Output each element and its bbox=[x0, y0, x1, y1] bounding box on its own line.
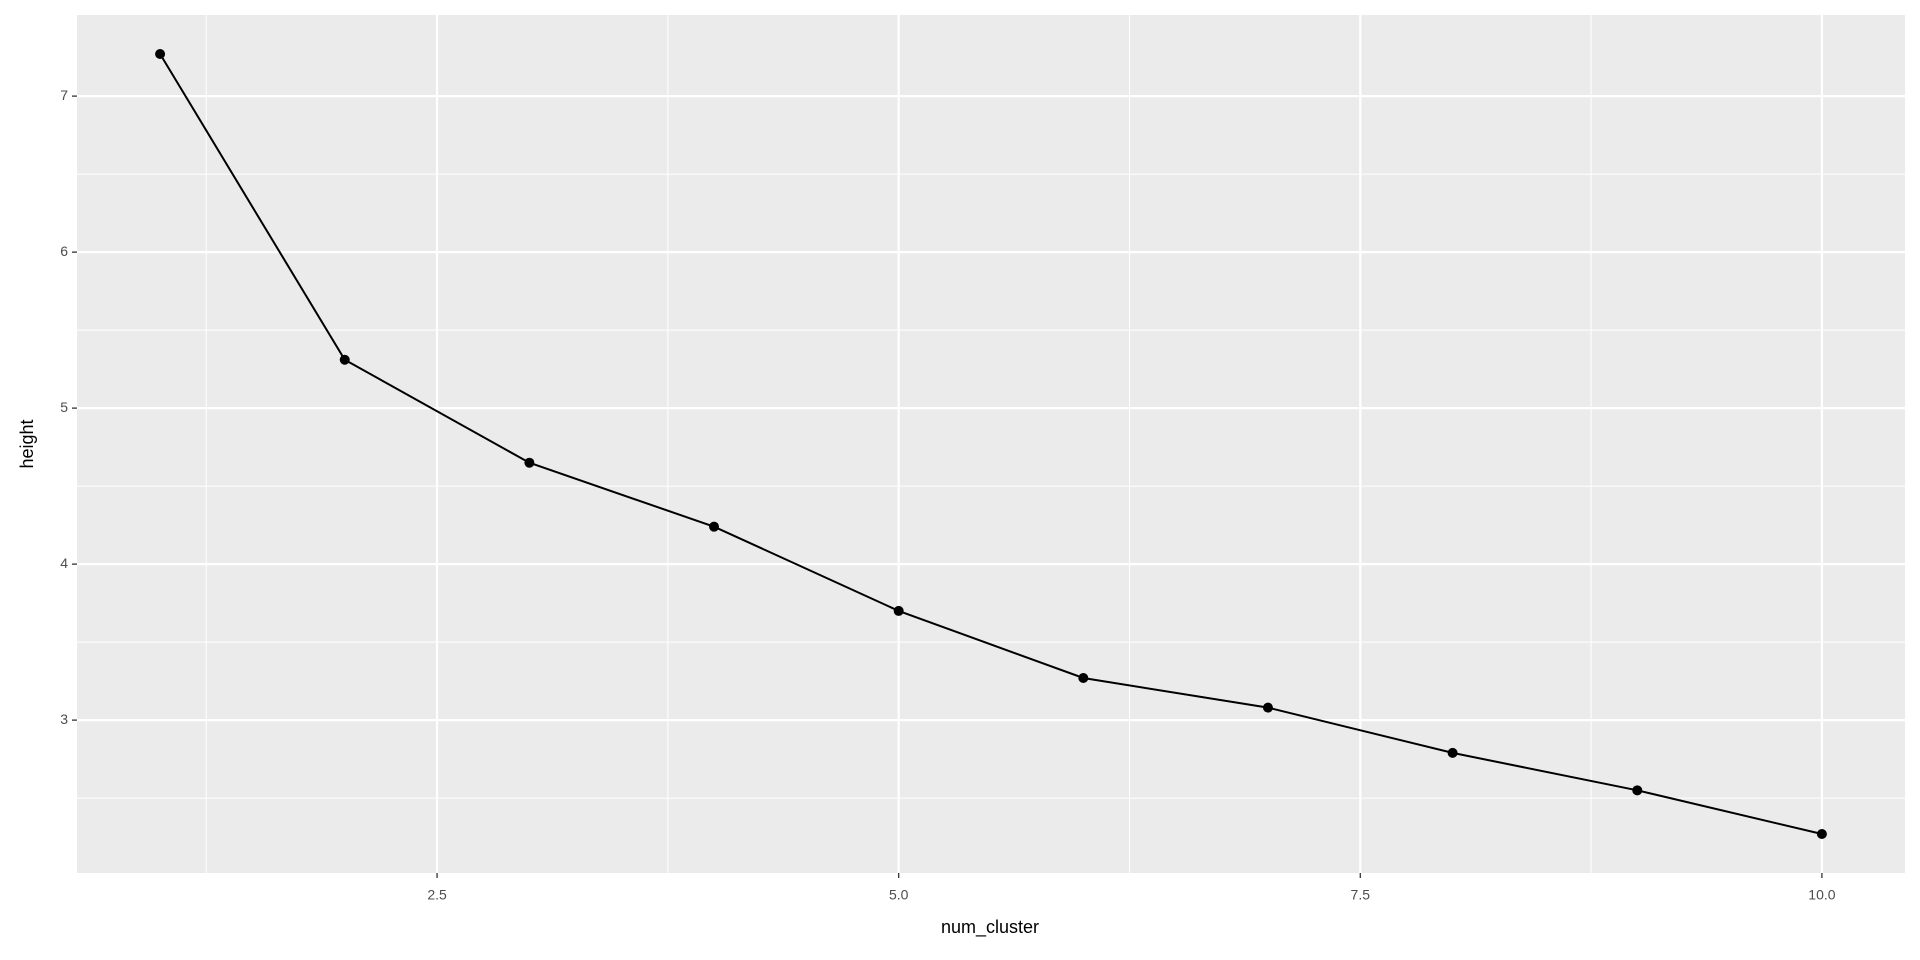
point bbox=[524, 457, 535, 468]
y-tick-label: 6 bbox=[60, 243, 68, 259]
x-tick-label: 7.5 bbox=[1351, 887, 1371, 903]
point bbox=[893, 605, 904, 616]
point bbox=[1262, 702, 1273, 713]
y-tick-label: 4 bbox=[60, 555, 68, 571]
line bbox=[159, 53, 1823, 835]
y-tick-label: 5 bbox=[60, 399, 68, 415]
point bbox=[1447, 747, 1458, 758]
panel bbox=[77, 15, 1905, 873]
point bbox=[339, 354, 350, 365]
point bbox=[1078, 673, 1089, 683]
point bbox=[1816, 829, 1827, 839]
x-tick-label: 2.5 bbox=[427, 887, 447, 903]
x-tick-label: 5.0 bbox=[889, 887, 909, 903]
point bbox=[155, 49, 166, 59]
point bbox=[709, 521, 720, 532]
y-tick-label: 7 bbox=[60, 87, 68, 103]
y-tick-label: 3 bbox=[60, 711, 68, 727]
x-axis-title: num_cluster bbox=[941, 917, 1039, 938]
y-axis-title: height bbox=[17, 419, 37, 468]
point bbox=[1632, 785, 1643, 796]
x-tick-label: 10.0 bbox=[1808, 887, 1835, 903]
